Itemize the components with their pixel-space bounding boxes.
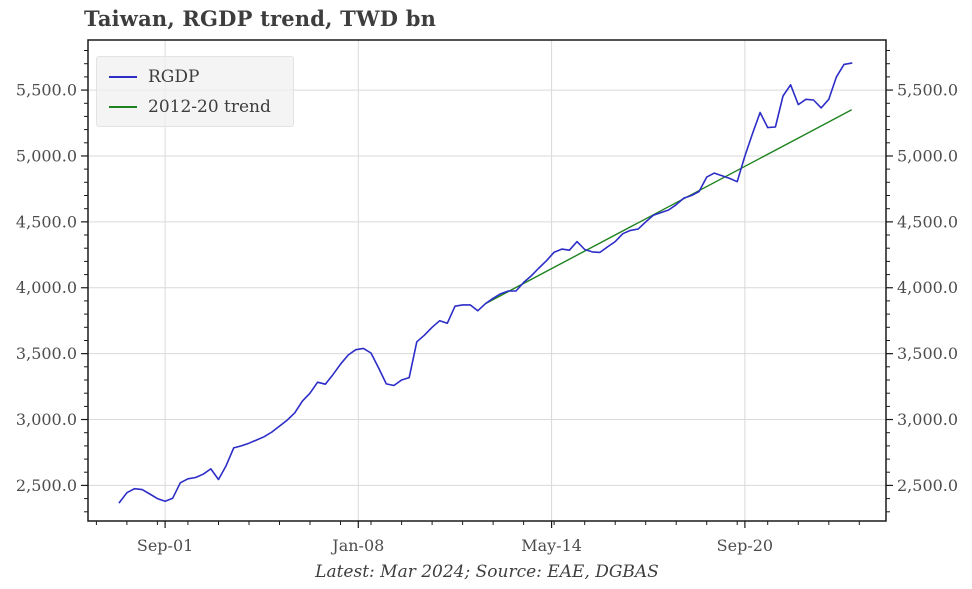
plot-border — [87, 39, 887, 522]
rgdp-line-swatch-icon — [109, 75, 137, 78]
y-tick-label-left: 2,500.0 — [16, 476, 77, 495]
rgdp-line — [118, 62, 853, 504]
legend-label-trend: 2012-20 trend — [148, 96, 271, 117]
y-tick-label-left: 4,000.0 — [16, 278, 77, 297]
trend-line-swatch-icon — [109, 105, 137, 108]
y-tick-label-right: 4,000.0 — [897, 278, 958, 297]
legend-item-trend: 2012-20 trend — [109, 94, 279, 119]
legend-label-rgdp: RGDP — [148, 66, 200, 87]
y-tick-label-right: 5,000.0 — [897, 147, 958, 166]
y-tick-label-left: 4,500.0 — [16, 212, 77, 231]
legend-item-rgdp: RGDP — [109, 64, 279, 89]
y-tick-label-right: 2,500.0 — [897, 476, 958, 495]
trend-line — [485, 109, 853, 305]
y-tick-label-right: 5,500.0 — [897, 81, 958, 100]
chart-title: Taiwan, RGDP trend, TWD bn — [84, 6, 437, 31]
x-tick-label: May-14 — [521, 536, 582, 555]
y-tick-label-left: 5,000.0 — [16, 147, 77, 166]
y-tick-label-right: 3,000.0 — [897, 410, 958, 429]
x-tick-label: Jan-08 — [330, 536, 384, 555]
y-tick-label-right: 4,500.0 — [897, 212, 958, 231]
legend: RGDP 2012-20 trend — [96, 56, 294, 127]
y-tick-label-right: 3,500.0 — [897, 344, 958, 363]
y-tick-label-left: 3,000.0 — [16, 410, 77, 429]
x-tick-label: Sep-01 — [137, 536, 193, 555]
y-tick-label-left: 5,500.0 — [16, 81, 77, 100]
x-tick-label: Sep-20 — [717, 536, 773, 555]
y-tick-label-left: 3,500.0 — [16, 344, 77, 363]
source-caption: Latest: Mar 2024; Source: EAE, DGBAS — [315, 562, 659, 582]
